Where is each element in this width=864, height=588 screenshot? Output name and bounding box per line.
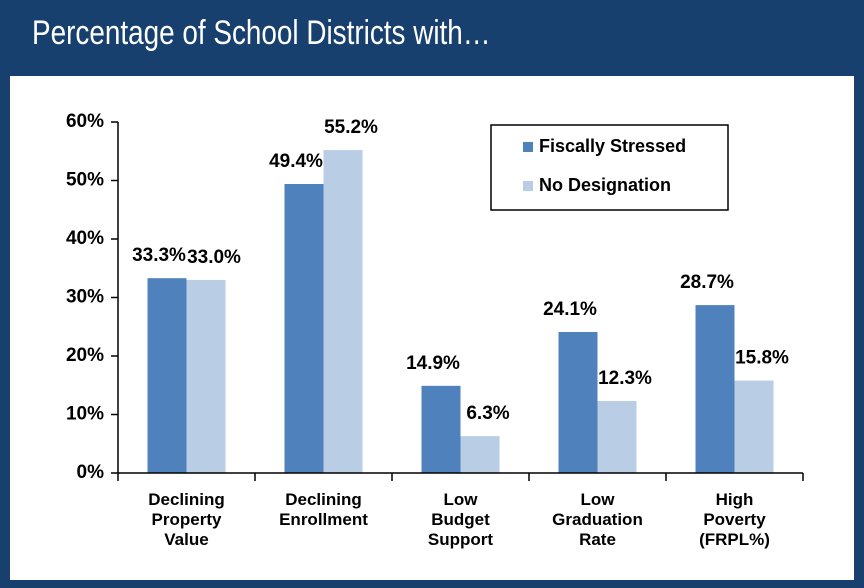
y-tick-label: 40% [66,228,104,249]
value-label: 14.9% [406,353,460,374]
x-tick-label: Declining Enrollment [279,490,368,529]
bar [597,401,637,473]
bar [421,385,461,473]
y-tick-label: 0% [77,462,105,483]
bar [284,184,324,473]
y-tick-label: 30% [66,287,104,308]
value-label: 24.1% [543,299,597,320]
x-tick-label: Low Graduation Rate [552,490,643,549]
y-tick-label: 50% [66,170,104,191]
value-label: 15.8% [735,348,789,369]
y-tick-label: 20% [66,345,104,366]
value-label: 33.3% [132,245,186,266]
value-label: 33.0% [187,247,241,268]
bar [734,380,774,473]
legend-label: No Designation [539,175,671,195]
bar [695,305,735,473]
bar [147,278,187,473]
chart-title: Percentage of School Districts with… [32,14,491,52]
legend-swatch [523,142,533,152]
y-tick-label: 10% [66,404,104,425]
legend-label: Fiscally Stressed [539,136,686,156]
x-tick-label: Declining Property Value [148,490,225,549]
x-tick-label: High Poverty (FRPL%) [699,490,770,549]
bar [323,150,363,473]
value-label: 55.2% [324,117,378,138]
value-label: 49.4% [269,151,323,172]
x-tick-label: Low Budget Support [427,490,494,549]
bar [186,279,226,473]
y-tick-label: 60% [66,111,104,132]
value-label: 28.7% [680,272,734,293]
value-label: 6.3% [466,403,509,424]
legend-box [490,124,729,211]
bar [460,436,500,473]
bar [558,332,598,473]
value-label: 12.3% [598,368,652,389]
legend-swatch [523,181,533,191]
